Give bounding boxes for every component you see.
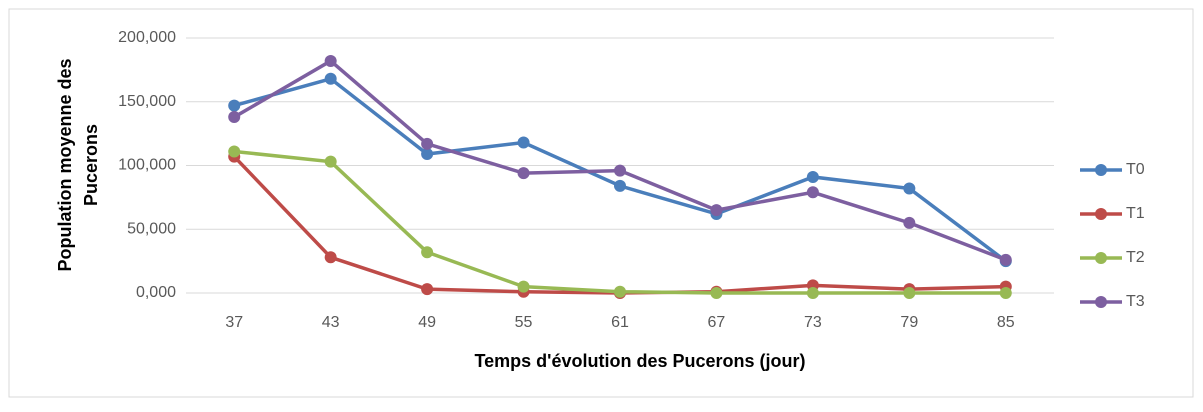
data-point <box>806 170 819 183</box>
data-point <box>614 285 626 298</box>
data-point <box>903 287 916 299</box>
data-point <box>324 155 337 168</box>
legend-marker <box>1095 164 1107 176</box>
y-tick-label: 50,000 <box>127 220 176 237</box>
x-tick-label: 73 <box>804 314 822 331</box>
data-point <box>999 253 1012 266</box>
data-point <box>324 72 337 85</box>
y-tick-label: 0,000 <box>136 284 176 301</box>
legend-label: T2 <box>1126 249 1145 266</box>
legend-label: T0 <box>1126 161 1145 178</box>
x-axis-title: Temps d'évolution des Pucerons (jour) <box>475 351 806 371</box>
y-tick-label: 150,000 <box>118 93 176 110</box>
data-point <box>324 54 337 67</box>
data-point <box>806 287 819 299</box>
y-axis-title: Population moyenne des <box>55 58 75 271</box>
data-point <box>324 251 337 264</box>
data-point <box>806 186 819 199</box>
data-point <box>517 280 530 293</box>
x-tick-label: 79 <box>900 314 918 331</box>
data-point <box>421 283 434 296</box>
legend-label: T3 <box>1126 293 1145 310</box>
data-point <box>710 287 723 299</box>
x-tick-label: 37 <box>225 314 243 331</box>
data-point <box>421 137 434 150</box>
data-point <box>517 167 530 180</box>
legend-marker <box>1095 208 1107 220</box>
y-tick-label: 200,000 <box>118 29 176 46</box>
data-point <box>421 246 434 259</box>
data-point <box>228 145 241 158</box>
legend-marker <box>1095 252 1107 264</box>
data-point <box>421 148 434 161</box>
chart-border <box>8 8 1194 398</box>
data-point <box>517 136 530 149</box>
x-tick-label: 85 <box>997 314 1015 331</box>
legend-label: T1 <box>1126 205 1145 222</box>
data-point <box>228 99 241 112</box>
x-tick-label: 61 <box>611 314 629 331</box>
data-point <box>903 182 916 195</box>
data-point <box>614 164 626 177</box>
x-tick-label: 55 <box>515 314 533 331</box>
data-point <box>614 179 626 192</box>
x-tick-label: 67 <box>708 314 726 331</box>
data-point <box>999 287 1012 299</box>
y-axis-title: Pucerons <box>81 124 101 206</box>
data-point <box>228 111 241 124</box>
x-tick-label: 49 <box>418 314 436 331</box>
x-tick-label: 43 <box>322 314 340 331</box>
data-point <box>903 216 916 229</box>
y-tick-label: 100,000 <box>118 157 176 174</box>
legend-marker <box>1095 296 1107 308</box>
data-point <box>710 204 723 217</box>
